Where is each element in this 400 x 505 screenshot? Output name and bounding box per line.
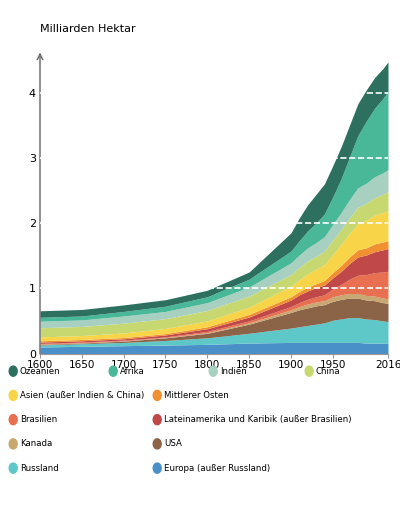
Text: Russland: Russland bbox=[20, 464, 59, 473]
Text: Lateinamerika und Karibik (außer Brasilien): Lateinamerika und Karibik (außer Brasili… bbox=[164, 415, 352, 424]
Text: Asien (außer Indien & China): Asien (außer Indien & China) bbox=[20, 391, 144, 400]
Text: Indien: Indien bbox=[220, 367, 247, 376]
Text: Afrika: Afrika bbox=[120, 367, 145, 376]
Text: USA: USA bbox=[164, 439, 182, 448]
Text: Brasilien: Brasilien bbox=[20, 415, 57, 424]
Text: Mittlerer Osten: Mittlerer Osten bbox=[164, 391, 229, 400]
Text: Kanada: Kanada bbox=[20, 439, 52, 448]
Text: Ozeanien: Ozeanien bbox=[20, 367, 61, 376]
Text: Europa (außer Russland): Europa (außer Russland) bbox=[164, 464, 270, 473]
Text: Milliarden Hektar: Milliarden Hektar bbox=[40, 24, 136, 34]
Text: China: China bbox=[316, 367, 341, 376]
